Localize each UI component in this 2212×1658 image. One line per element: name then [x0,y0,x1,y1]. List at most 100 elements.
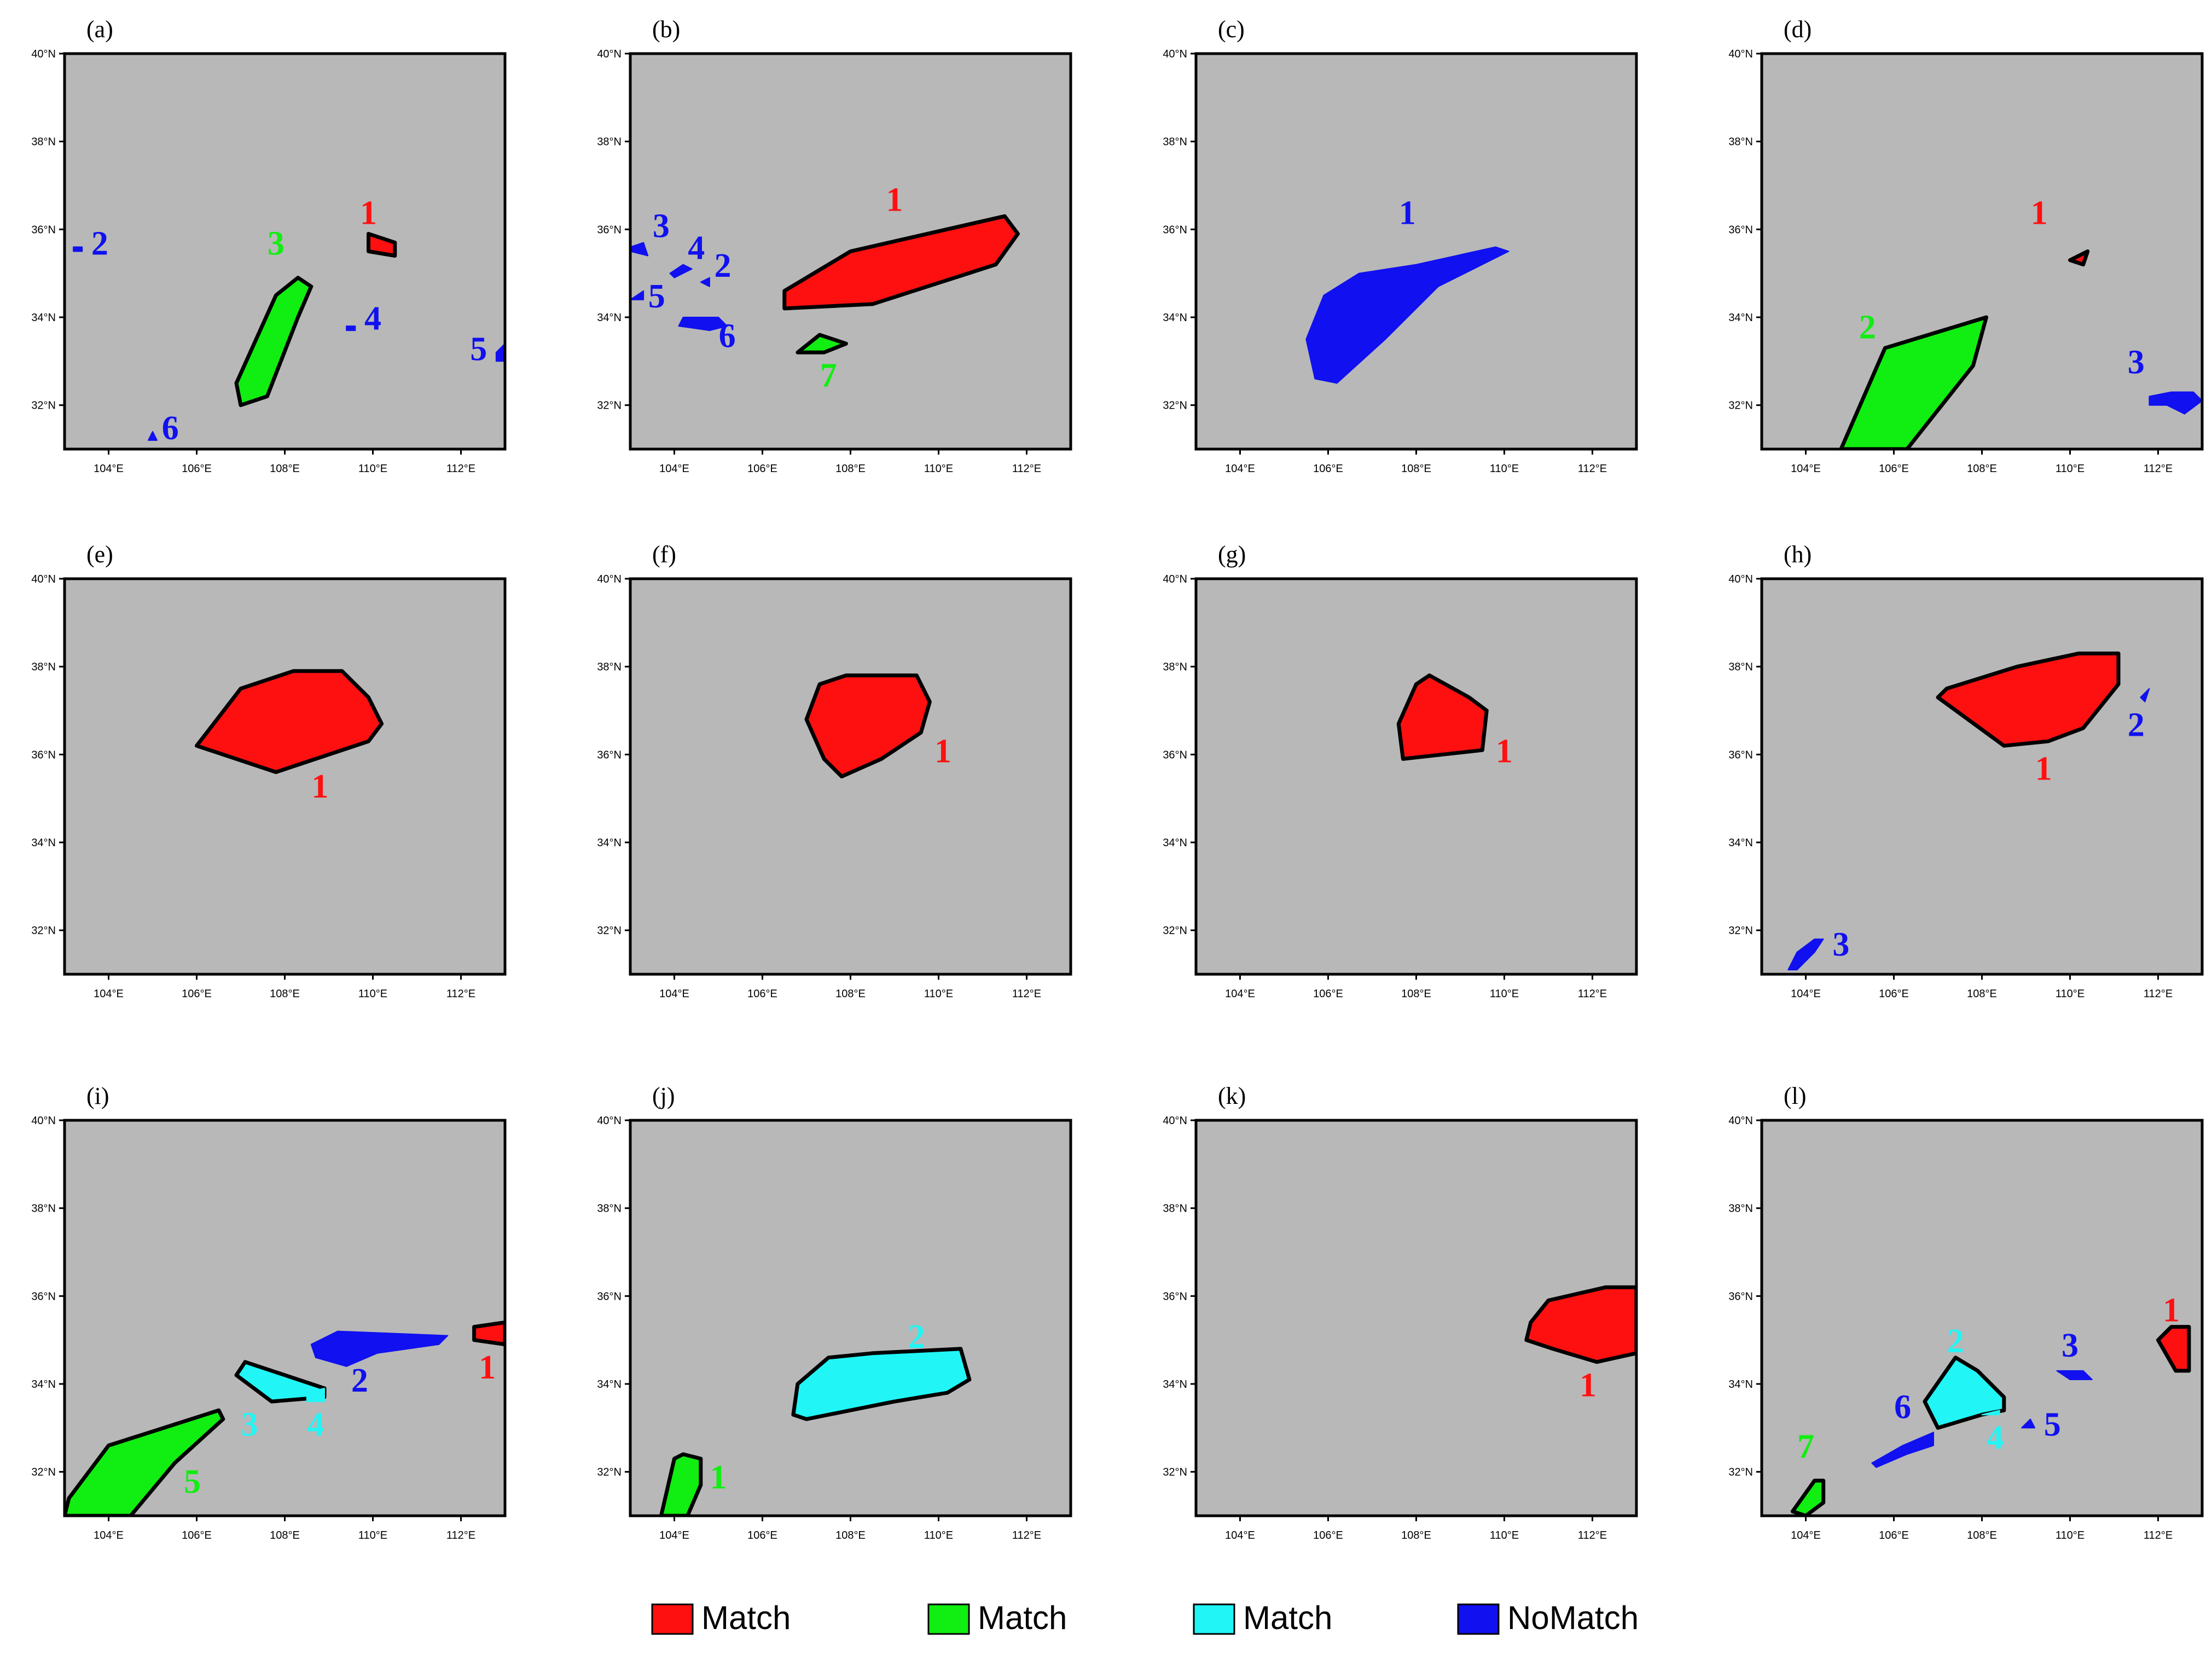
lon-tick-label: 106°E [1879,988,1909,1000]
object-blue-region [495,343,505,362]
object-blue-region [148,431,158,441]
lon-tick-label: 112°E [446,1529,475,1541]
lat-tick-label: 34°N [31,312,56,324]
lon-tick-label: 112°E [1012,1529,1041,1541]
lon-tick-label: 106°E [182,988,212,1000]
lon-tick-label: 112°E [1012,463,1041,475]
lat-tick-label: 36°N [1163,1290,1187,1302]
object-blue-region [630,242,649,257]
lon-tick-label: 106°E [1313,463,1343,475]
object-blue-region [346,325,356,331]
legend-item: Match [927,1599,1067,1636]
lon-tick-label: 108°E [1967,463,1997,475]
object-number-label: 4 [688,230,705,267]
lon-tick-label: 104°E [1225,1529,1255,1541]
map-area [630,579,1071,974]
lat-tick-label: 38°N [1163,136,1187,148]
object-number-label: 1 [2163,1292,2180,1329]
lat-tick-label: 36°N [1728,224,1753,236]
lon-tick-label: 106°E [1879,1529,1909,1541]
legend-swatch [927,1603,970,1635]
panel-letter: (d) [1784,16,1812,43]
lat-tick-label: 38°N [1728,661,1753,673]
lat-tick-label: 40°N [1163,573,1187,585]
lon-tick-label: 110°E [2056,988,2085,1000]
object-cyan-region [1923,1356,2006,1430]
object-number-label: 7 [1797,1428,1814,1465]
lon-tick-label: 110°E [1490,1529,1519,1541]
object-number-label: 1 [360,194,377,231]
lon-tick-label: 104°E [94,463,124,475]
province-borders [1762,54,2202,449]
lat-tick-label: 40°N [31,1115,56,1127]
object-red-region [1936,651,2121,748]
legend-swatch [651,1603,694,1635]
object-number-label: 6 [719,317,736,354]
lat-tick-label: 36°N [597,749,622,761]
lon-tick-label: 104°E [1791,1529,1821,1541]
lon-tick-label: 106°E [1313,1529,1343,1541]
object-number-label: 5 [470,331,487,368]
lon-tick-label: 110°E [924,463,953,475]
lat-tick-label: 40°N [1163,1115,1187,1127]
province-borders [1196,579,1636,974]
object-red-region [1396,673,1489,761]
lon-tick-label: 110°E [358,1529,387,1541]
legend-swatch [1193,1603,1235,1635]
object-number-label: 3 [241,1406,258,1444]
lat-tick-label: 40°N [1163,48,1187,60]
legend-item: NoMatch [1457,1599,1639,1636]
province-borders [630,579,1071,974]
lat-tick-label: 32°N [597,925,622,937]
lon-tick-label: 106°E [747,1529,777,1541]
map-area [65,54,505,449]
object-number-label: 3 [653,208,670,245]
object-green-region [659,1452,703,1516]
lat-tick-label: 32°N [31,1467,56,1479]
lat-tick-label: 36°N [31,749,56,761]
object-number-label: 6 [1894,1388,1911,1426]
lon-tick-label: 104°E [1791,988,1821,1000]
object-cyan-region [306,1388,325,1403]
object-red-region [1524,1285,1636,1364]
object-number-label: 2 [2128,706,2145,743]
lat-tick-label: 34°N [597,1378,622,1391]
lon-tick-label: 112°E [1578,463,1607,475]
object-number-label: 1 [1580,1366,1596,1404]
lon-tick-label: 112°E [1578,988,1607,1000]
lat-tick-label: 36°N [597,224,622,236]
lon-tick-label: 108°E [1401,463,1431,475]
object-number-label: 2 [91,225,108,263]
object-number-label: 4 [364,300,381,337]
lon-tick-label: 106°E [747,463,777,475]
lon-tick-label: 108°E [270,463,300,475]
lat-tick-label: 34°N [1728,837,1753,849]
lat-tick-label: 32°N [1163,925,1187,937]
lat-tick-label: 38°N [31,136,56,148]
lat-tick-label: 36°N [31,1290,56,1302]
object-number-label: 3 [268,225,285,263]
lon-tick-label: 112°E [446,463,475,475]
lat-tick-label: 36°N [1728,749,1753,761]
legend-swatch [1457,1603,1500,1635]
province-borders [1762,1120,2202,1516]
province-borders [1196,54,1636,449]
lat-tick-label: 38°N [31,1203,56,1215]
object-number-label: 5 [648,278,665,315]
lon-tick-label: 108°E [1401,988,1431,1000]
lat-tick-label: 36°N [1163,224,1187,236]
map-area [630,54,1071,449]
panel-letter: (e) [86,541,113,568]
lon-tick-label: 108°E [1401,1529,1431,1541]
lat-tick-label: 40°N [1728,573,1753,585]
panel-letter: (g) [1218,541,1246,568]
map-panel: (g) 1 40°N 38°N 36°N 34°N 32°N 104°E 106°E 108°E 1… [1163,541,1638,1000]
lon-tick-label: 104°E [659,988,689,1000]
panel-letter: (k) [1218,1083,1246,1109]
lat-tick-label: 36°N [1728,1290,1753,1302]
lon-tick-label: 112°E [2144,988,2173,1000]
lat-tick-label: 40°N [31,573,56,585]
object-green-region [234,276,313,408]
legend: Match Match Match NoMatch [651,1599,1639,1636]
object-number-label: 5 [184,1463,201,1500]
